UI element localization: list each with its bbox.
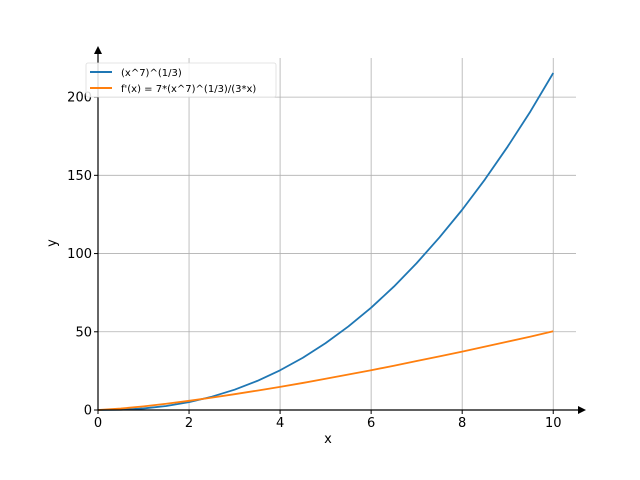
legend-label-1: f'(x) = 7*(x^7)^(1/3)/(3*x) — [121, 84, 256, 95]
legend-label-0: (x^7)^(1/3) — [121, 68, 182, 79]
x-tick-label-1: 2 — [185, 416, 193, 431]
grid — [98, 58, 576, 410]
series-lines — [97, 72, 555, 411]
y-tick-label-0: 0 — [84, 404, 92, 419]
y-tick-label-2: 100 — [67, 247, 92, 262]
series-line-1 — [97, 330, 554, 411]
y-tick-label-3: 150 — [67, 169, 92, 184]
legend: (x^7)^(1/3) f'(x) = 7*(x^7)^(1/3)/(3*x) — [85, 62, 277, 98]
y-axis-label: y — [45, 239, 60, 247]
series-line-0 — [97, 72, 555, 411]
x-tick-label-4: 8 — [458, 416, 466, 431]
axes — [94, 46, 586, 414]
legend-box — [85, 62, 277, 98]
x-tick-label-0: 0 — [94, 416, 102, 431]
x-tick-label-3: 6 — [367, 416, 375, 431]
x-tick-label-2: 4 — [276, 416, 284, 431]
x-tick-label-5: 10 — [545, 416, 562, 431]
x-axis-label: x — [324, 432, 332, 447]
x-axis-arrow — [578, 406, 586, 414]
y-axis-arrow — [94, 46, 102, 54]
y-tick-label-1: 50 — [75, 325, 92, 340]
